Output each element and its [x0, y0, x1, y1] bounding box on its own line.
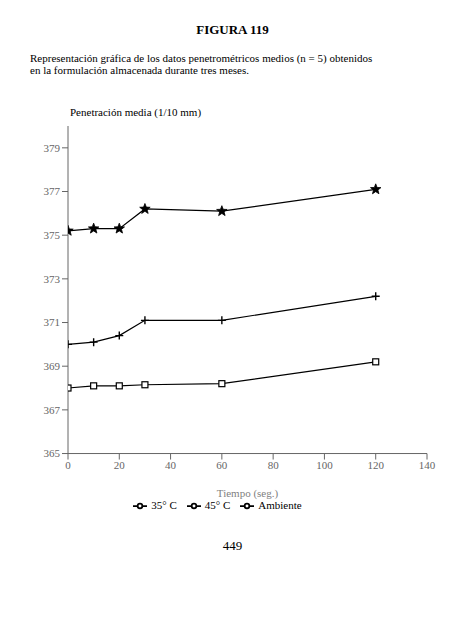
svg-text:140: 140	[419, 459, 436, 471]
html-text:en la formulación almacenada d: en la formulación almacenada durante tre…	[30, 64, 249, 76]
html-text:Penetración media (1/10 mm): Penetración media (1/10 mm)	[70, 106, 201, 118]
svg-text:367: 367	[44, 404, 61, 416]
svg-text:369: 369	[44, 360, 61, 372]
svg-text:100: 100	[316, 459, 333, 471]
svg-text:379: 379	[44, 142, 61, 154]
html-text:Ambiente: Ambiente	[258, 498, 302, 511]
html-text:449: 449	[222, 538, 243, 553]
svg-text:371: 371	[44, 316, 61, 328]
svg-text:377: 377	[44, 185, 61, 197]
svg-text:60: 60	[216, 459, 228, 471]
svg-text:375: 375	[44, 229, 61, 241]
svg-text:80: 80	[268, 459, 280, 471]
svg-text:Tiempo (seg.): Tiempo (seg.)	[217, 487, 279, 500]
svg-text:0: 0	[65, 459, 71, 471]
svg-text:373: 373	[44, 273, 61, 285]
html-text:45° C: 45° C	[204, 498, 231, 511]
svg-text:365: 365	[44, 447, 61, 459]
html-text:35° C: 35° C	[151, 498, 177, 511]
svg-text:120: 120	[367, 459, 384, 471]
svg-text:40: 40	[165, 459, 177, 471]
html-text:Representación gráfica de los: Representación gráfica de los datos pene…	[30, 52, 373, 64]
html-text:FIGURA 119: FIGURA 119	[196, 22, 269, 37]
svg-text:20: 20	[114, 459, 126, 471]
